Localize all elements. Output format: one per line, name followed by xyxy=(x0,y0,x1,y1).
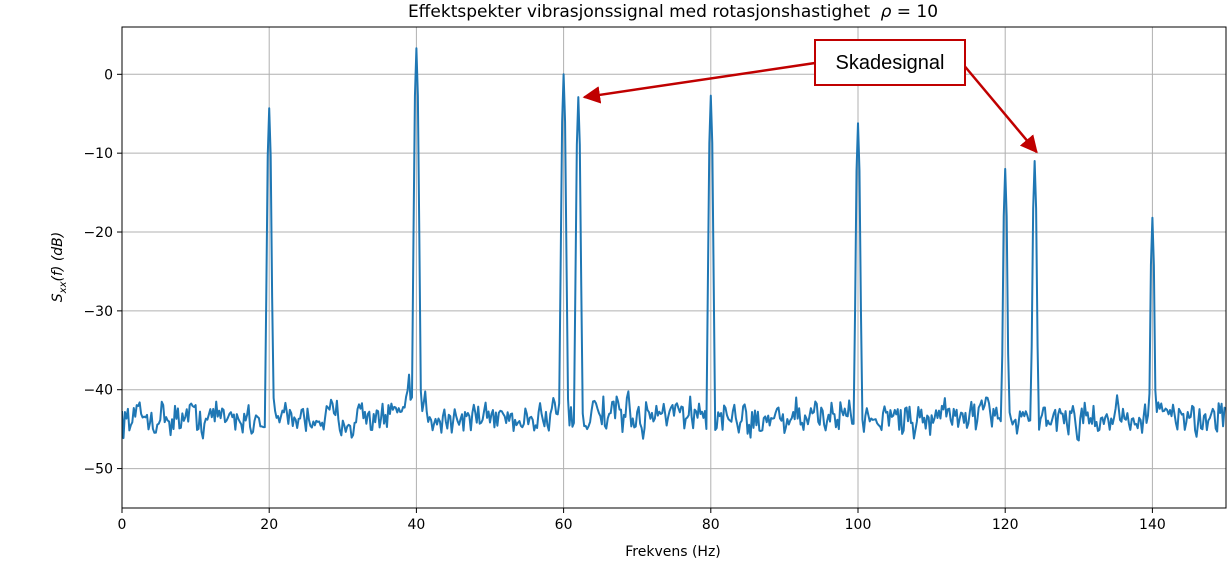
x-tick-label: 140 xyxy=(1139,517,1166,533)
plot-frame xyxy=(122,27,1226,508)
x-tick-label: 100 xyxy=(845,517,872,533)
annotation-arrow xyxy=(584,63,815,97)
y-tick-label: −30 xyxy=(83,304,113,320)
y-tick-label: −40 xyxy=(83,383,113,399)
y-axis-title-rest: (f) (dB) xyxy=(50,232,66,282)
chart-title-text: Effektspekter vibrasjonssignal med rotas… xyxy=(408,2,871,22)
y-axis-title-base: S xyxy=(50,293,66,302)
annotation-label: Skadesignal xyxy=(836,52,945,74)
grid xyxy=(122,27,1226,508)
y-tick-label: −20 xyxy=(83,225,113,241)
y-tick-label: 0 xyxy=(104,67,113,83)
y-tick-label: −50 xyxy=(83,462,113,478)
chart-title-symbol: ρ xyxy=(881,2,892,22)
annotation: Skadesignal xyxy=(584,40,1036,152)
x-tick-label: 0 xyxy=(118,517,127,533)
x-axis-title: Frekvens (Hz) xyxy=(625,544,721,559)
spectrum-line xyxy=(122,48,1226,440)
x-tick-label: 120 xyxy=(992,517,1019,533)
y-axis-title-subscript: xx xyxy=(58,281,69,294)
data-area xyxy=(122,48,1226,440)
chart-title: Effektspekter vibrasjonssignal med rotas… xyxy=(408,2,938,22)
x-tick-label: 60 xyxy=(555,517,573,533)
axes: 0 20 40 60 80 100 120 140 0 −10 −20 −30 −40 −50 xyxy=(83,27,1226,533)
y-axis-title: Sxx(f) (dB) xyxy=(50,232,69,302)
x-tick-label: 80 xyxy=(702,517,720,533)
x-tick-label: 20 xyxy=(260,517,278,533)
chart-title-eq: = 10 xyxy=(897,2,938,22)
x-tick-label: 40 xyxy=(407,517,425,533)
y-tick-label: −10 xyxy=(83,146,113,162)
annotation-arrow xyxy=(962,63,1037,152)
